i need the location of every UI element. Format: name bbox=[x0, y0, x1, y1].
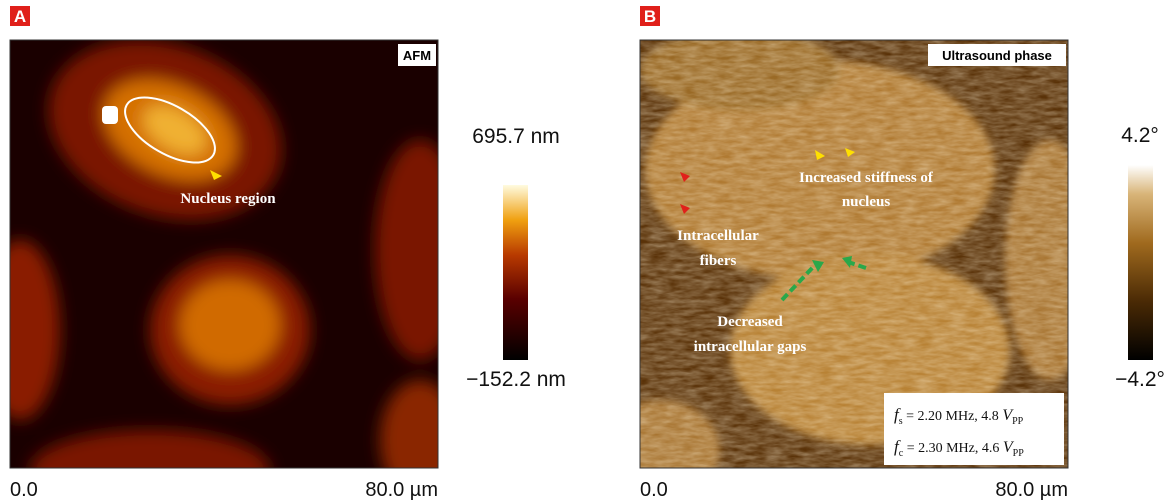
parameter: fc = 2.30 MHz, 4.6 VPP bbox=[894, 437, 1024, 459]
colorbar bbox=[503, 185, 528, 360]
colorbar-min: −4.2° bbox=[1115, 368, 1165, 391]
panel-label: B bbox=[644, 7, 656, 26]
afm-image bbox=[0, 9, 465, 502]
annotation: fibers bbox=[700, 253, 737, 269]
panel-label: A bbox=[14, 7, 26, 26]
colorbar-max: 695.7 nm bbox=[472, 125, 560, 148]
annotation: Increased stiffness of bbox=[799, 170, 934, 186]
colorbar bbox=[1128, 165, 1153, 360]
annotation: Nucleus region bbox=[180, 191, 276, 207]
annotation: Intracellular bbox=[677, 228, 759, 244]
axis-end: 80.0 µm bbox=[995, 479, 1068, 501]
axis-start: 0.0 bbox=[10, 479, 38, 501]
annotation: nucleus bbox=[842, 194, 891, 210]
text: = 2.30 MHz, 4.6 bbox=[903, 441, 1003, 456]
subscript: PP bbox=[1012, 416, 1024, 427]
image-badge: Ultrasound phase bbox=[942, 48, 1052, 63]
image-badge: AFM bbox=[403, 48, 431, 63]
text: = 2.20 MHz, 4.8 bbox=[903, 409, 1003, 424]
axis-start: 0.0 bbox=[640, 479, 668, 501]
colorbar-min: −152.2 nm bbox=[466, 368, 566, 391]
parameter: fs = 2.20 MHz, 4.8 VPP bbox=[894, 405, 1024, 427]
colorbar-max: 4.2° bbox=[1121, 124, 1159, 147]
axis-end: 80.0 µm bbox=[365, 479, 438, 501]
annotation: Decreased bbox=[717, 314, 783, 330]
figure: A AFM Nucleus region 695.7 nm −152.2 nm … bbox=[0, 0, 1169, 502]
subscript: PP bbox=[1013, 448, 1025, 459]
annotation: intracellular gaps bbox=[694, 339, 807, 355]
